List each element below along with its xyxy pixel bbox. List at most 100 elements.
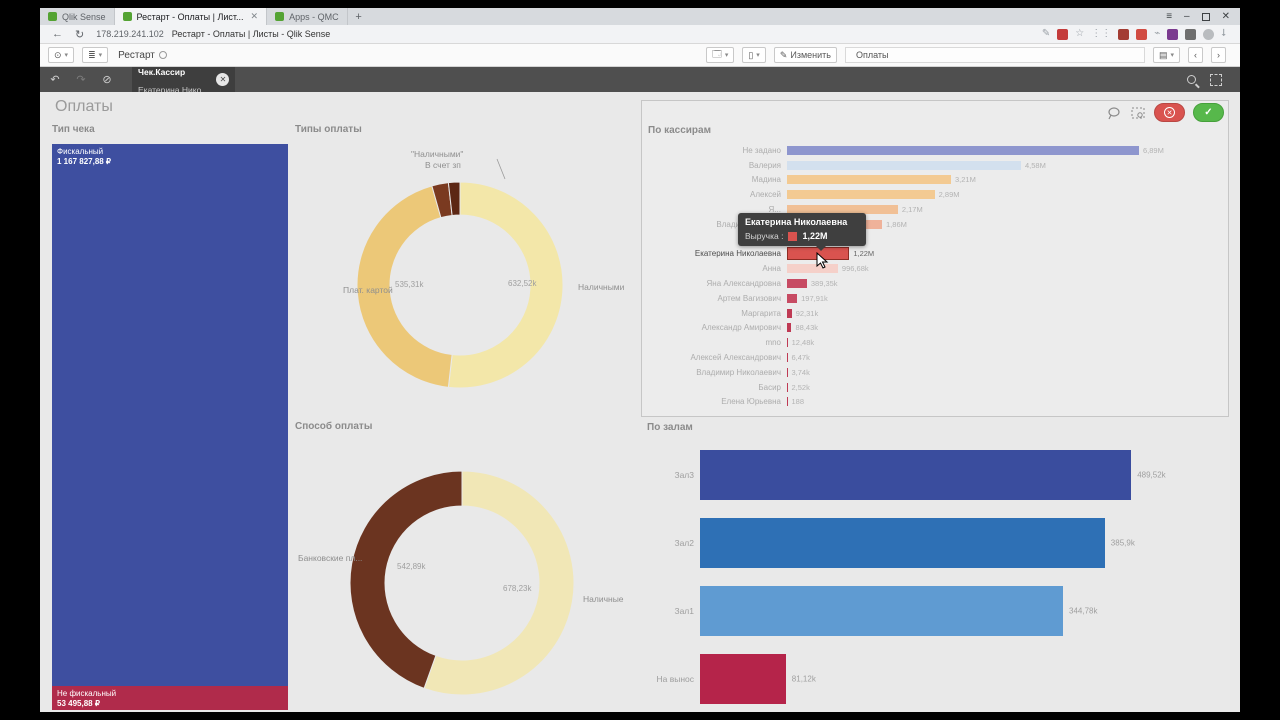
panel-po-kassiram[interactable]: По кассирам ✕ ✓ Не задано 6,89M Валерия 4,5… [641,100,1229,417]
kassir-bar[interactable] [787,190,935,200]
tool-extension-icon[interactable]: ⌁ [1154,28,1161,39]
minimize-icon[interactable]: – [1184,10,1190,22]
donut-slice-плат-картой[interactable] [356,185,453,388]
back-icon[interactable]: ← [52,28,63,40]
selections-tool-icon[interactable] [1210,73,1222,86]
kassir-bar[interactable] [787,397,788,407]
kassir-row[interactable]: Маргарита 92,31k [642,306,1228,321]
apps-grid-icon[interactable]: ⋮⋮ [1091,28,1112,39]
kassir-row[interactable]: Мадина 3,21M [642,173,1228,188]
kassir-bar[interactable] [787,308,792,318]
kassir-bar[interactable] [787,293,798,303]
treemap-block[interactable]: Не фискальный 53 495,88 ₽ [52,685,288,710]
navigation-menu-button[interactable]: ⊙ ▾ [48,47,75,63]
red-extension-icon[interactable] [1057,28,1069,40]
purple-extension-icon[interactable] [1167,28,1179,40]
bookmarks-button[interactable]: ▯ ▾ [742,47,766,63]
next-sheet-button[interactable]: › [1211,47,1226,63]
kassir-row[interactable]: Александр Амирович 88,43k [642,321,1228,336]
kassir-bar[interactable] [787,367,788,377]
lasso-icon[interactable] [1106,105,1122,121]
donut-slice-наличными[interactable] [447,181,564,389]
treemap-tip-cheka[interactable]: Фискальный 1 167 827,88 ₽ Не фискальный 53 … [52,144,288,710]
kassir-row[interactable]: Алексей 2,89M [642,187,1228,202]
kassir-bar[interactable] [787,338,788,348]
tab-restart-oplaty[interactable]: Рестарт - Оплаты | Лист... ✕ [114,8,268,25]
kassir-row[interactable]: Яна Александровна 389,35k [642,276,1228,291]
presentation-button[interactable]: 🗔 ▾ [706,47,735,63]
kassir-row[interactable]: Не задано 6,89M [642,143,1228,158]
donut-sposob-oplaty[interactable] [295,437,625,712]
kassir-row[interactable]: Я... 2,17M [642,202,1228,217]
kassir-row[interactable]: Елена Юрьевна 188 [642,395,1228,410]
selections-forward-icon[interactable]: ↷ [76,74,86,86]
kassir-bar[interactable] [787,353,788,363]
tab-close-icon[interactable]: ✕ [250,11,259,21]
kassir-bar[interactable] [787,205,898,215]
sheet-grid-button[interactable]: ▤ ▾ [1152,47,1180,63]
donut-slice-наличные[interactable] [423,470,575,696]
current-sheet-label[interactable]: Оплаты [844,47,1145,63]
zal-bar[interactable] [700,654,786,704]
kassir-value: 1,22M [853,249,875,259]
menu-icon[interactable]: ≡ [1166,10,1173,22]
edit-button[interactable]: ✎ Изменить [773,47,837,63]
url-field[interactable]: 178.219.241.102 Рестарт - Оплаты | Листы … [96,29,330,39]
kassir-bar[interactable] [787,175,951,185]
restore-icon[interactable] [1201,12,1210,21]
sheets-menu-button[interactable]: ≣ ▾ [82,47,109,63]
search-icon[interactable] [1187,75,1196,84]
donut-slice--наличными-[interactable] [447,181,461,217]
zal-row[interactable]: Зал3 489,52k [634,450,1194,500]
close-icon[interactable]: ✕ [1221,10,1230,22]
profile-badge-icon[interactable] [1203,28,1215,40]
cancel-selection-button[interactable]: ✕ [1154,103,1185,122]
kassir-row[interactable]: Екатерина Николаевна 1,22M [642,247,1228,262]
gray-extension-icon[interactable] [1185,28,1197,40]
kassir-row[interactable]: Валерия 4,58M [642,158,1228,173]
kassir-row[interactable]: Владимир Николаевич 3,74k [642,365,1228,380]
remove-selection-icon[interactable]: ✕ [216,73,230,86]
donut-tipy-oplaty[interactable] [295,137,625,397]
reload-icon[interactable]: ↻ [75,28,85,41]
red-tabs-extension-icon[interactable] [1136,28,1148,40]
edit-pen-icon[interactable]: ✎ [1041,28,1051,39]
zal-row[interactable]: На вынос 81,12k [634,654,1194,704]
download-icon[interactable]: ⭣ [1221,28,1226,39]
kassir-bar[interactable] [787,160,1021,170]
selections-back-icon[interactable]: ↶ [50,74,60,86]
donut-slice-банковские-пл-[interactable] [349,470,463,690]
red-book-extension-icon[interactable] [1118,28,1130,40]
zal-row[interactable]: Зал2 385,9k [634,518,1194,568]
kassir-row[interactable]: Владислав Григ...1,86M [642,217,1228,232]
treemap-block[interactable]: Фискальный 1 167 827,88 ₽ [52,144,288,686]
selection-chip[interactable]: Чек.Кассир Екатерина Нико... ✕ [132,67,236,94]
new-tab-button[interactable]: + [355,10,362,23]
zal-row[interactable]: Зал1 344,78k [634,586,1194,636]
kassir-bar[interactable] [787,279,807,289]
prev-sheet-button[interactable]: ‹ [1188,47,1203,63]
tab-qlik-sense[interactable]: Qlik Sense [40,8,115,25]
donut1-slice-label: "Наличными" [411,149,464,159]
clear-selections-icon[interactable]: ⊘ [102,74,112,86]
zal-value: 344,78k [1069,606,1098,616]
snapshot-icon[interactable] [1130,105,1146,121]
kassir-bar[interactable] [787,382,788,392]
kassir-row[interactable]: Юлия Тан... [642,232,1228,247]
tab-apps-qmc[interactable]: Apps - QMC [267,8,348,25]
zal-bar[interactable] [700,586,1063,636]
kassir-bar[interactable] [787,145,1139,155]
bookmark-star-icon[interactable]: ☆ [1075,28,1085,39]
kassir-bar[interactable] [787,323,792,333]
kassir-row[interactable]: Анна 996,68k [642,261,1228,276]
kassir-bar[interactable] [787,264,838,274]
confirm-selection-button[interactable]: ✓ [1193,103,1224,122]
kassir-row[interactable]: mno 12,48k [642,335,1228,350]
kassir-row[interactable]: Басир 2,52k [642,380,1228,395]
zal-bar[interactable] [700,518,1105,568]
kassir-row[interactable]: Артем Вагизович 197,91k [642,291,1228,306]
kassir-row[interactable]: Алексей Александрович 6,47k [642,350,1228,365]
zal-bar[interactable] [700,450,1132,500]
donut2-slice-value: 678,23k [503,584,532,593]
qlik-toolbar-right: 🗔 ▾ ▯ ▾ ✎ Изменить Оплаты ▤ ▾ ‹ › [698,47,1240,63]
